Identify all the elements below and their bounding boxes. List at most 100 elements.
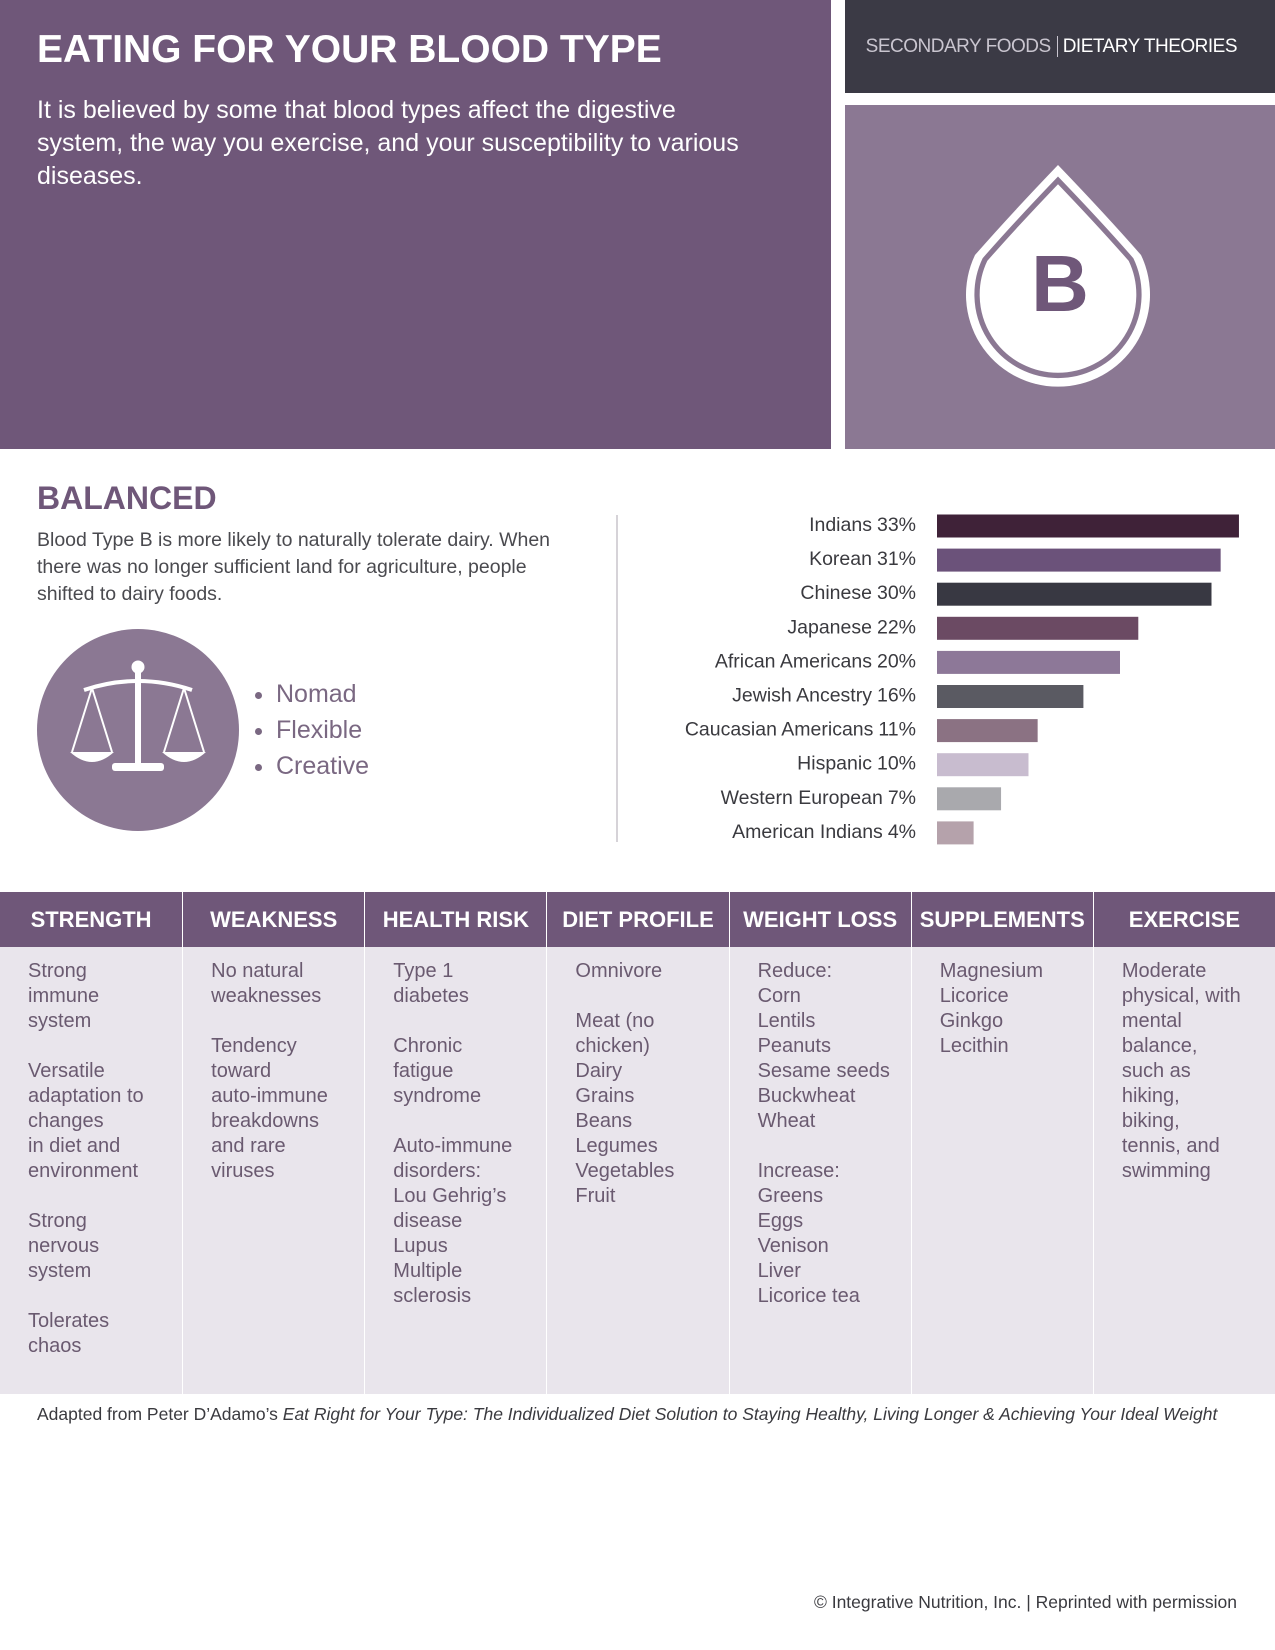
cell-line: Omnivore: [575, 960, 663, 982]
cell-line: Type 1: [393, 960, 454, 982]
cell-group: Tendency toward auto-immune breakdowns and r…: [211, 1034, 364, 1184]
cell-line: physical, with: [1121, 985, 1241, 1007]
cell-line: Corn: [757, 985, 801, 1007]
column-heading: WEIGHT LOSS: [728, 892, 911, 947]
bar-category: Hispanic: [797, 753, 872, 775]
cell-line: chicken): [575, 1035, 650, 1057]
bar-label: Korean 31%: [809, 548, 916, 570]
title: EATING FOR YOUR BLOOD TYPE: [37, 28, 662, 71]
cell-line: Vegetables: [575, 1160, 675, 1182]
bar-value-label: 16%: [877, 685, 916, 707]
bar-value-label: 11%: [878, 719, 916, 741]
cell-line: Magnesium: [939, 960, 1044, 982]
subtitle: It is believed by some that blood types …: [37, 96, 739, 190]
cell-line: Beans: [575, 1110, 633, 1132]
profile-heading: BALANCED: [37, 480, 217, 516]
bar-value-label: 30%: [877, 582, 916, 604]
cell-line: Tolerates: [28, 1310, 110, 1332]
cell-line: Dairy: [575, 1060, 623, 1082]
cell-line: sclerosis: [393, 1285, 472, 1307]
bar-category: American Indians: [732, 821, 883, 843]
cell-group: Omnivore: [575, 959, 728, 984]
cell-line: Fruit: [575, 1185, 616, 1207]
cell-line: fatigue: [393, 1060, 454, 1082]
bar-label: Japanese 22%: [787, 616, 916, 638]
cell-group: Moderate physical, with mental balance, such…: [1122, 959, 1275, 1184]
bar-value-label: 10%: [877, 753, 916, 775]
cell-line: Sesame seeds: [757, 1060, 890, 1082]
cell-group: Magnesium Licorice Ginkgo Lecithin: [940, 959, 1093, 1059]
bar-category: Japanese: [787, 616, 872, 638]
cell-line: hiking,: [1121, 1085, 1180, 1107]
footnote-title: Eat Right for Your Type: The Individuali…: [282, 1404, 1218, 1424]
cell-line: system: [28, 1010, 92, 1032]
cell-line: Lecithin: [939, 1035, 1009, 1057]
traits: NomadFlexibleCreative: [254, 676, 369, 784]
cell-group: Type 1 diabetes: [393, 959, 546, 1009]
cell-line: breakdowns: [211, 1110, 319, 1132]
cell-line: environment: [28, 1160, 139, 1182]
bar: [937, 821, 974, 845]
bar-label: Jewish Ancestry 16%: [732, 685, 916, 707]
bar-category: Indians: [809, 514, 872, 536]
breadcrumb-item[interactable]: DIETARY THEORIES: [1062, 36, 1238, 57]
column-body: Omnivore Meat (no chicken) Dairy Grains Beans…: [546, 947, 729, 1394]
bar-label: Hispanic 10%: [797, 753, 916, 775]
bar-value-label: 4%: [888, 821, 916, 843]
cell-line: Lou Gehrig’s: [393, 1185, 507, 1207]
cell-group: Increase: Greens Eggs Venison Liver Licorice …: [758, 1159, 911, 1309]
profile-text: Blood Type B is more likely to naturally…: [37, 529, 551, 605]
bar: [937, 753, 1029, 777]
column-body: No natural weaknesses Tendency toward auto-i…: [182, 947, 365, 1394]
cell-line: Multiple: [393, 1260, 463, 1282]
column-body: Moderate physical, with mental balance, such…: [1092, 947, 1275, 1394]
cell-line: Buckwheat: [757, 1085, 856, 1107]
cell-line: Moderate: [1121, 960, 1207, 982]
cell-line: viruses: [211, 1160, 275, 1182]
cell-line: Eggs: [757, 1210, 804, 1232]
column-heading: HEALTH RISK: [364, 892, 547, 947]
cell-line: Greens: [757, 1185, 824, 1207]
cell-line: biking,: [1121, 1110, 1180, 1132]
cell-line: chaos: [28, 1335, 82, 1357]
cell-line: disorders:: [393, 1160, 482, 1182]
cell-line: swimming: [1121, 1160, 1211, 1182]
cell-group: Reduce: Corn Lentils Peanuts Sesame seeds Buc…: [758, 959, 911, 1134]
bar: [937, 685, 1084, 708]
footnote-prefix: Adapted from Peter D’Adamo’s: [37, 1404, 283, 1424]
cell-group: Strong nervous system: [28, 1209, 182, 1284]
cell-line: Reduce:: [757, 960, 833, 982]
bar-label: Caucasian Americans 11%: [685, 719, 916, 741]
bar-value-label: 7%: [888, 787, 916, 809]
cell-group: Strong immune system: [28, 959, 182, 1034]
column-body: Type 1 diabetes Chronic fatigue syndrome Auto…: [364, 947, 547, 1394]
cell-line: diabetes: [393, 985, 469, 1007]
cell-line: in diet and: [28, 1135, 121, 1157]
column-heading: WEAKNESS: [182, 892, 365, 947]
header-panel: [0, 0, 831, 449]
breadcrumb-item[interactable]: SECONDARY FOODS: [865, 36, 1058, 57]
bar: [937, 616, 1139, 640]
bar: [937, 548, 1221, 572]
bar-category: Korean: [809, 548, 872, 570]
cell-line: such as: [1121, 1060, 1191, 1082]
cell-line: balance,: [1121, 1035, 1198, 1057]
cell-line: mental: [1121, 1010, 1182, 1032]
cell-line: Meat (no: [575, 1010, 655, 1032]
cell-line: Strong: [28, 960, 87, 982]
cell-line: Lentils: [757, 1010, 816, 1032]
cell-line: adaptation to: [28, 1085, 144, 1107]
cell-line: Versatile: [28, 1060, 105, 1082]
cell-line: auto-immune: [211, 1085, 328, 1107]
bar: [937, 787, 1002, 811]
cell-line: syndrome: [393, 1085, 482, 1107]
bar-value-label: 22%: [877, 616, 916, 638]
bar: [937, 719, 1038, 743]
cell-group: Versatile adaptation to changes in diet and…: [28, 1059, 182, 1184]
cell-line: No natural: [211, 960, 304, 982]
cell-line: Chronic: [393, 1035, 463, 1057]
cell-line: Increase:: [757, 1160, 840, 1182]
bar: [937, 514, 1239, 538]
